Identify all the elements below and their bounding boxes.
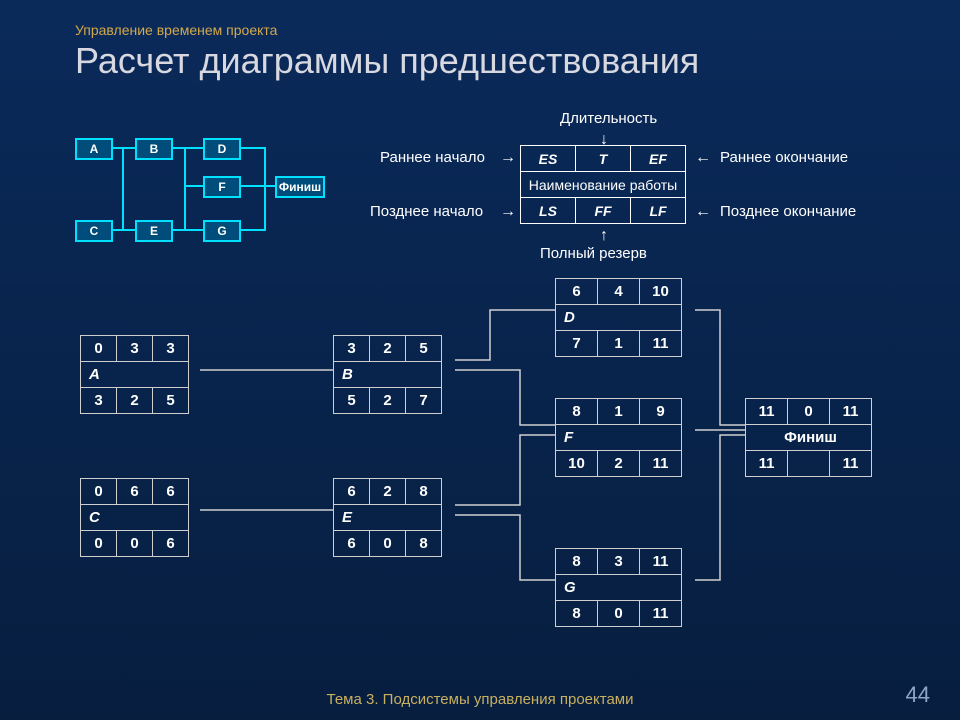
mini-node-finish: Финиш bbox=[275, 176, 325, 198]
a-t: 3 bbox=[117, 336, 153, 362]
f-t: 1 bbox=[598, 399, 640, 425]
node-g: 8311 G 8011 bbox=[555, 548, 682, 627]
mini-node-f: F bbox=[203, 176, 241, 198]
a-ls: 3 bbox=[81, 388, 117, 414]
fin-ls: 11 bbox=[746, 451, 788, 477]
legend-duration: Длительность bbox=[560, 110, 657, 127]
a-lf: 5 bbox=[153, 388, 189, 414]
legend-t: T bbox=[576, 146, 631, 172]
g-t: 3 bbox=[598, 549, 640, 575]
g-es: 8 bbox=[556, 549, 598, 575]
arrow-left-icon: ← bbox=[695, 149, 711, 167]
fin-name: Финиш bbox=[746, 425, 872, 451]
legend-ls: LS bbox=[521, 198, 576, 224]
f-name: F bbox=[556, 425, 682, 451]
e-ls: 6 bbox=[334, 531, 370, 557]
legend-lf: LF bbox=[631, 198, 686, 224]
d-t: 4 bbox=[598, 279, 640, 305]
b-ef: 5 bbox=[406, 336, 442, 362]
node-e: 628 E 608 bbox=[333, 478, 442, 557]
legend-grid: ES T EF Наименование работы LS FF LF bbox=[520, 145, 686, 224]
fin-es: 11 bbox=[746, 399, 788, 425]
node-a: 033 A 325 bbox=[80, 335, 189, 414]
arrow-down-icon: ↓ bbox=[600, 131, 608, 149]
c-ef: 6 bbox=[153, 479, 189, 505]
topic-label: Управление временем проекта bbox=[75, 22, 277, 38]
d-lf: 11 bbox=[640, 331, 682, 357]
mini-node-d: D bbox=[203, 138, 241, 160]
page-number: 44 bbox=[906, 682, 930, 708]
legend-late-finish: Позднее окончание bbox=[720, 203, 856, 220]
b-ff: 2 bbox=[370, 388, 406, 414]
f-lf: 11 bbox=[640, 451, 682, 477]
a-ff: 2 bbox=[117, 388, 153, 414]
b-lf: 7 bbox=[406, 388, 442, 414]
c-es: 0 bbox=[81, 479, 117, 505]
g-lf: 11 bbox=[640, 601, 682, 627]
fin-t: 0 bbox=[788, 399, 830, 425]
node-b: 325 B 527 bbox=[333, 335, 442, 414]
c-lf: 6 bbox=[153, 531, 189, 557]
mini-node-a: A bbox=[75, 138, 113, 160]
node-f: 819 F 10211 bbox=[555, 398, 682, 477]
b-ls: 5 bbox=[334, 388, 370, 414]
mini-node-b: B bbox=[135, 138, 173, 160]
g-ls: 8 bbox=[556, 601, 598, 627]
legend-box: Длительность ↓ ES T EF Наименование рабо… bbox=[520, 145, 686, 224]
legend-ef: EF bbox=[631, 146, 686, 172]
a-ef: 3 bbox=[153, 336, 189, 362]
e-ff: 0 bbox=[370, 531, 406, 557]
e-lf: 8 bbox=[406, 531, 442, 557]
f-ef: 9 bbox=[640, 399, 682, 425]
g-name: G bbox=[556, 575, 682, 601]
b-t: 2 bbox=[370, 336, 406, 362]
b-name: B bbox=[334, 362, 442, 388]
d-ff: 1 bbox=[598, 331, 640, 357]
arrow-left-icon-2: ← bbox=[695, 203, 711, 221]
e-name: E bbox=[334, 505, 442, 531]
fin-lf: 11 bbox=[830, 451, 872, 477]
fin-ff bbox=[788, 451, 830, 477]
d-es: 6 bbox=[556, 279, 598, 305]
legend-activity-name: Наименование работы bbox=[521, 172, 686, 198]
arrow-right-icon: → bbox=[500, 149, 516, 167]
c-ls: 0 bbox=[81, 531, 117, 557]
a-name: A bbox=[81, 362, 189, 388]
node-finish: 11011 Финиш 11 11 bbox=[745, 398, 872, 477]
arrow-right-icon-2: → bbox=[500, 203, 516, 221]
legend-total-float: Полный резерв bbox=[540, 245, 647, 262]
legend-es: ES bbox=[521, 146, 576, 172]
e-es: 6 bbox=[334, 479, 370, 505]
node-d: 6410 D 7111 bbox=[555, 278, 682, 357]
e-t: 2 bbox=[370, 479, 406, 505]
legend-early-start: Раннее начало bbox=[380, 149, 485, 166]
b-es: 3 bbox=[334, 336, 370, 362]
d-ef: 10 bbox=[640, 279, 682, 305]
arrow-up-icon: ↑ bbox=[600, 227, 608, 245]
legend-early-finish: Раннее окончание bbox=[720, 149, 848, 166]
fin-ef: 11 bbox=[830, 399, 872, 425]
legend-late-start: Позднее начало bbox=[370, 203, 483, 220]
g-ff: 0 bbox=[598, 601, 640, 627]
mini-node-g: G bbox=[203, 220, 241, 242]
mini-node-c: C bbox=[75, 220, 113, 242]
c-name: C bbox=[81, 505, 189, 531]
legend-ff: FF bbox=[576, 198, 631, 224]
d-ls: 7 bbox=[556, 331, 598, 357]
f-ff: 2 bbox=[598, 451, 640, 477]
node-c: 066 C 006 bbox=[80, 478, 189, 557]
footer-text: Тема 3. Подсистемы управления проектами bbox=[0, 691, 960, 708]
a-es: 0 bbox=[81, 336, 117, 362]
c-t: 6 bbox=[117, 479, 153, 505]
f-ls: 10 bbox=[556, 451, 598, 477]
g-ef: 11 bbox=[640, 549, 682, 575]
d-name: D bbox=[556, 305, 682, 331]
e-ef: 8 bbox=[406, 479, 442, 505]
mini-node-e: E bbox=[135, 220, 173, 242]
page-title: Расчет диаграммы предшествования bbox=[75, 40, 699, 82]
c-ff: 0 bbox=[117, 531, 153, 557]
f-es: 8 bbox=[556, 399, 598, 425]
